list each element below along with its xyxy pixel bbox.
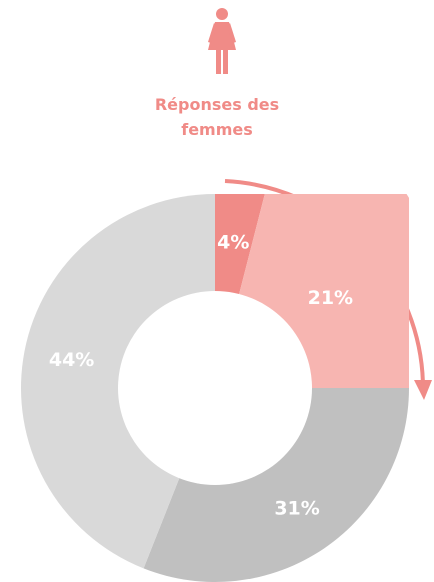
chart-title: Réponses des: [155, 95, 279, 114]
donut-segment: [20, 194, 215, 569]
donut-hole: [118, 291, 312, 485]
chart-title: femmes: [181, 120, 253, 139]
value-label: 4%: [217, 232, 249, 254]
value-label: 31%: [274, 497, 319, 519]
value-label: 21%: [308, 287, 353, 309]
woman-icon: [208, 8, 236, 74]
value-label: 44%: [49, 349, 94, 371]
